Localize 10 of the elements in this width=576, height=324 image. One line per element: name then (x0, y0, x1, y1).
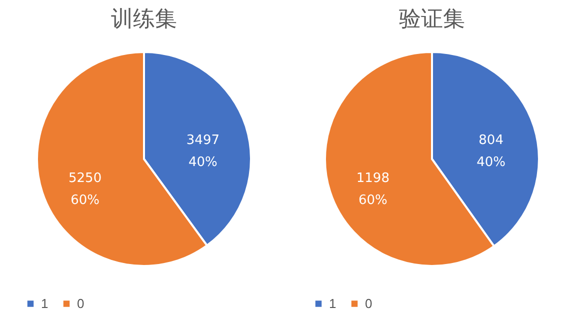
legend-label: 0 (77, 296, 84, 311)
data-label: 804 40% (476, 133, 506, 170)
data-label: 3497 40% (186, 132, 220, 170)
data-label: 5250 60% (68, 171, 102, 208)
chart-title: 验证集 (399, 7, 465, 32)
chart-title: 训练集 (111, 7, 177, 32)
legend-label: 0 (365, 296, 372, 311)
legend-label: 1 (41, 296, 48, 311)
data-label: 1198 60% (356, 170, 390, 208)
legend-label: 1 (329, 296, 336, 311)
